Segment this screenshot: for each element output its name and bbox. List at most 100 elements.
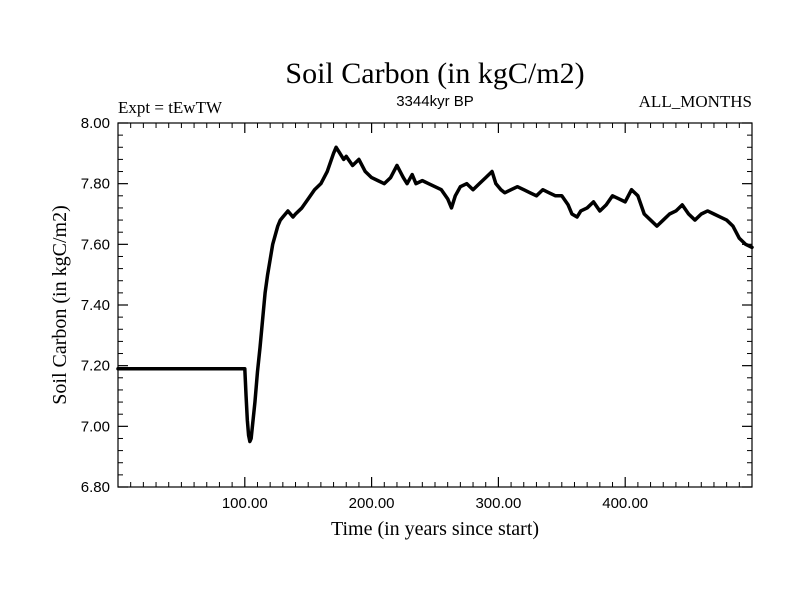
- data-point: [687, 213, 690, 215]
- data-point: [284, 213, 287, 215]
- data-point: [491, 170, 493, 173]
- data-point: [668, 213, 671, 215]
- data-point: [478, 182, 481, 185]
- data-point: [427, 182, 430, 185]
- data-point: [459, 185, 462, 188]
- data-point: [250, 437, 252, 440]
- data-point: [292, 216, 294, 218]
- data-point: [643, 213, 646, 215]
- data-point: [503, 191, 506, 194]
- data-point: [576, 216, 578, 218]
- data-point: [522, 188, 525, 191]
- data-point: [465, 182, 468, 185]
- subtitle-center: 3344kyr BP: [396, 93, 474, 110]
- data-point: [605, 204, 607, 206]
- subtitle-right: ALL_MONTHS: [639, 92, 752, 111]
- data-point: [472, 188, 474, 191]
- data-point: [406, 182, 408, 185]
- data-point: [618, 198, 620, 200]
- data-point: [567, 204, 569, 206]
- data-point: [732, 225, 734, 227]
- data-point: [345, 155, 348, 158]
- data-point: [276, 225, 279, 227]
- data-point: [725, 219, 728, 221]
- data-point: [586, 207, 588, 209]
- x-axis-label: Time (in years since start): [331, 518, 539, 540]
- data-point: [571, 213, 573, 215]
- series-line: [116, 145, 754, 444]
- data-point: [411, 173, 413, 176]
- y-tick-label: 7.60: [81, 236, 110, 253]
- data-point: [484, 176, 487, 179]
- data-point: [700, 213, 703, 215]
- data-point: [675, 210, 677, 212]
- data-point: [415, 182, 417, 185]
- data-point: [421, 179, 424, 182]
- y-tick-label: 7.20: [81, 358, 110, 375]
- plot-frame: [117, 122, 753, 488]
- data-point: [269, 258, 271, 261]
- x-tick-label: 400.00: [602, 495, 648, 512]
- data-point: [264, 292, 266, 294]
- data-point: [251, 425, 254, 428]
- data-point: [656, 225, 658, 227]
- data-point: [389, 176, 392, 179]
- data-point: [326, 170, 329, 173]
- data-point: [402, 176, 405, 179]
- data-point: [313, 188, 316, 191]
- data-point: [358, 158, 360, 161]
- data-point: [320, 182, 322, 185]
- data-point: [706, 210, 709, 212]
- data-point: [611, 195, 614, 197]
- data-point: [259, 346, 261, 349]
- data-point: [548, 191, 550, 194]
- data-point: [274, 234, 277, 237]
- x-tick-label: 100.00: [222, 495, 268, 512]
- data-point: [510, 188, 512, 191]
- data-point: [495, 182, 497, 185]
- data-point: [377, 179, 379, 182]
- data-point: [744, 243, 747, 246]
- data-point: [561, 195, 563, 197]
- data-point: [580, 210, 582, 212]
- data-point: [332, 152, 335, 155]
- data-point: [244, 367, 246, 370]
- data-point: [541, 188, 544, 191]
- data-point: [450, 207, 453, 209]
- data-point: [516, 185, 519, 188]
- data-point: [434, 185, 436, 188]
- data-point: [271, 243, 274, 246]
- data-point: [287, 210, 289, 212]
- y-tick-label: 8.00: [81, 115, 110, 132]
- data-point: [637, 195, 639, 197]
- data-point: [694, 219, 696, 221]
- data-point: [396, 164, 398, 167]
- y-tick-label: 6.80: [81, 479, 110, 496]
- data-point: [500, 188, 502, 191]
- data-point: [662, 219, 665, 221]
- data-point: [592, 201, 595, 203]
- data-point: [535, 195, 538, 197]
- data-point: [307, 198, 310, 200]
- data-point: [342, 158, 345, 161]
- data-point: [261, 319, 264, 321]
- subtitle-left: Expt = tEwTW: [118, 98, 223, 117]
- data-point: [630, 188, 633, 191]
- data-point: [245, 395, 247, 397]
- data-point: [335, 146, 337, 149]
- y-axis-label: Soil Carbon (in kgC/m2): [49, 205, 71, 404]
- data-point: [624, 201, 626, 203]
- data-point: [370, 176, 373, 179]
- data-point: [383, 182, 386, 185]
- data-point: [266, 273, 269, 276]
- data-point: [738, 237, 741, 240]
- y-tick-label: 7.40: [81, 297, 110, 314]
- data-point: [249, 440, 251, 443]
- data-point: [719, 216, 722, 218]
- plot-area: 100.00 200.00 300.00 400.00 6.80 7.00 7.20 7.40…: [81, 115, 754, 512]
- data-point: [364, 170, 367, 173]
- data-point: [279, 219, 282, 221]
- data-point: [256, 370, 259, 373]
- x-tick-label: 300.00: [475, 495, 521, 512]
